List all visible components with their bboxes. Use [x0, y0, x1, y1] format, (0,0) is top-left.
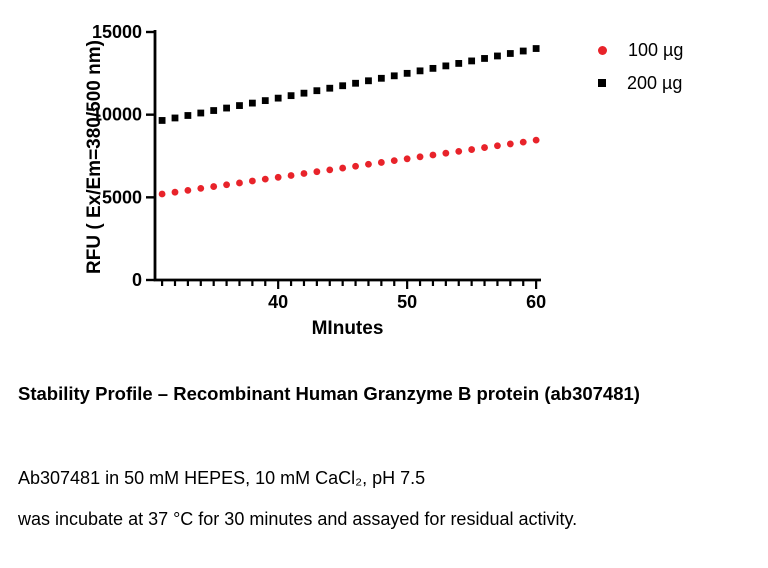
data-point: [455, 147, 463, 155]
data-point: [210, 107, 218, 114]
data-point: [416, 67, 424, 75]
data-point: [287, 92, 295, 100]
legend-item-200ug: 200 µg: [598, 73, 683, 93]
y-tick-label: 10000: [92, 105, 142, 125]
x-tick-label: 50: [397, 292, 417, 312]
legend-label-200ug: 200 µg: [627, 73, 683, 93]
caption-line-2: was incubate at 37 °C for 30 minutes and…: [18, 509, 578, 529]
data-point: [236, 179, 243, 187]
data-point: [352, 162, 359, 170]
data-point: [236, 102, 243, 109]
data-point: [365, 77, 372, 85]
data-point: [171, 114, 179, 122]
data-point: [326, 166, 334, 174]
data-point: [519, 138, 527, 146]
data-point: [429, 151, 437, 159]
data-point: [532, 136, 540, 144]
data-point: [313, 87, 321, 95]
data-point: [326, 84, 334, 92]
series-200-µg: [158, 45, 540, 124]
data-point: [197, 185, 205, 192]
data-point: [339, 82, 347, 90]
data-point: [248, 177, 256, 185]
data-point: [223, 181, 230, 189]
data-point: [506, 50, 514, 57]
data-point: [468, 146, 476, 153]
data-point: [403, 155, 411, 163]
plot-area: 0 5000 10000 15000 40 50 60: [92, 22, 546, 312]
data-point: [313, 168, 321, 176]
data-point: [210, 183, 218, 190]
data-point: [300, 89, 308, 97]
data-point: [468, 57, 476, 65]
x-tick-label: 40: [268, 292, 288, 312]
data-point: [390, 72, 398, 80]
data-point: [184, 112, 192, 119]
data-point: [377, 74, 385, 82]
legend-label-100ug: 100 µg: [628, 40, 684, 60]
caption-line-1: Ab307481 in 50 mM HEPES, 10 mM CaCl₂, pH…: [18, 468, 426, 488]
x-axis-title: MInutes: [311, 318, 384, 339]
data-point: [223, 104, 230, 112]
data-point: [248, 99, 256, 107]
data-point: [481, 55, 488, 62]
data-point: [171, 188, 179, 196]
y-tick-label: 0: [132, 270, 142, 290]
data-point: [287, 172, 295, 179]
square-marker-icon: [598, 79, 606, 87]
series-100-µg: [158, 136, 540, 198]
axes: [153, 30, 541, 282]
data-point: [429, 64, 437, 72]
data-point: [494, 142, 501, 150]
data-point: [403, 69, 411, 77]
x-tick-label: 60: [526, 292, 546, 312]
data-point: [481, 144, 488, 151]
circle-marker-icon: [598, 45, 607, 55]
data-point: [261, 97, 269, 105]
data-point: [519, 47, 527, 55]
data-point: [158, 117, 166, 124]
data-point: [158, 190, 166, 198]
data-point: [184, 186, 192, 194]
data-point: [442, 149, 450, 157]
data-point: [377, 159, 385, 166]
data-point: [532, 45, 540, 52]
data-point: [339, 164, 347, 172]
y-tick-label: 5000: [102, 187, 142, 207]
data-point: [274, 94, 282, 102]
legend-item-100ug: 100 µg: [598, 40, 683, 60]
legend: 100 µg 200 µg: [598, 40, 683, 93]
data-point: [197, 109, 205, 117]
data-point: [390, 157, 398, 165]
data-point: [352, 79, 359, 87]
data-point: [494, 52, 501, 60]
data-point: [416, 153, 424, 161]
figure-title: Stability Profile – Recombinant Human Gr…: [18, 383, 640, 404]
data-point: [442, 62, 450, 70]
data-point: [261, 175, 269, 183]
data-point: [274, 173, 282, 181]
data-point: [455, 60, 463, 67]
data-point: [506, 140, 514, 148]
y-tick-label: 15000: [92, 22, 142, 42]
data-point: [365, 160, 372, 168]
data-point: [300, 170, 308, 177]
